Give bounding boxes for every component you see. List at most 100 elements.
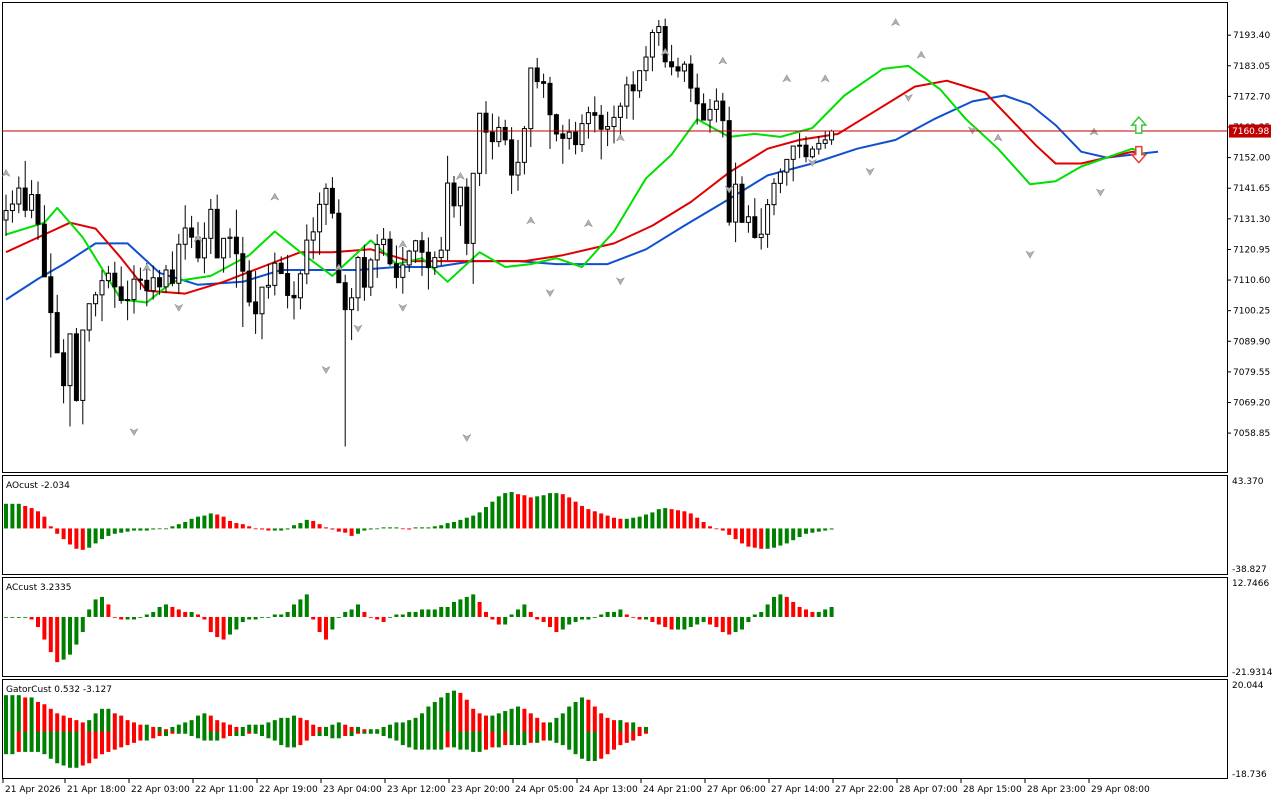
candle-body	[566, 131, 572, 139]
ac-bar	[458, 599, 463, 617]
ac-bar	[215, 616, 220, 638]
main-panel-frame	[2, 2, 1228, 473]
fractal-up-arrow	[993, 133, 1003, 142]
ao-bar	[189, 518, 194, 529]
ao-bar	[727, 528, 732, 535]
ac-bar	[586, 616, 591, 620]
ac-panel-frame	[2, 577, 1228, 677]
gator-indicator-panel[interactable]: GatorCust 0.532 -3.127 20.044 -18.736	[2, 679, 1268, 781]
gator-upper-bar	[317, 726, 322, 732]
ao-indicator-panel[interactable]: AOcust -2.034 43.370 -38.827	[2, 475, 1267, 576]
ao-bar	[343, 528, 348, 533]
ao-label: AOcust -2.034	[6, 481, 70, 491]
gator-lower-bar	[234, 731, 239, 737]
sell-signal-arrow	[1130, 145, 1148, 164]
current-price-badge	[1229, 124, 1271, 138]
ac-bar	[247, 616, 252, 620]
ao-bar	[228, 520, 232, 529]
ao-bar	[644, 514, 648, 529]
gator-lower-bar	[381, 731, 386, 737]
gator-upper-bar	[100, 708, 104, 732]
gator-lower-bar	[573, 731, 578, 755]
ao-bar	[375, 528, 380, 530]
candle-body	[451, 182, 457, 207]
ac-indicator-panel[interactable]: ACcust 3.2335 12.7466 -21.9314	[2, 577, 1273, 679]
gator-lower-bar	[74, 731, 79, 768]
candle-body	[131, 278, 137, 301]
gator-upper-bar	[80, 722, 85, 732]
ao-min-label: -38.827	[1232, 565, 1267, 575]
candle-body	[758, 233, 764, 238]
ac-bar	[631, 616, 636, 618]
gator-lower-bar	[93, 731, 98, 759]
fractal-down-arrow	[807, 158, 818, 167]
candle-body	[285, 273, 291, 296]
ao-bar	[119, 528, 124, 533]
ac-bar	[42, 616, 47, 640]
gator-upper-bar	[356, 726, 360, 732]
fractal-down-arrow	[615, 277, 626, 286]
gator-upper-bar	[618, 720, 623, 732]
gator-upper-bar	[48, 708, 53, 732]
time-tick-label: 24 Apr 13:00	[579, 785, 638, 795]
ao-bar	[196, 516, 200, 529]
gator-upper-bar	[324, 726, 328, 732]
price-tick-label: 7172.70	[1233, 92, 1270, 102]
ac-bar	[759, 611, 764, 617]
candle-body	[489, 131, 495, 143]
gator-upper-bar	[637, 726, 642, 732]
ac-bar	[605, 611, 610, 617]
ao-bar	[554, 493, 559, 529]
ao-bar	[317, 524, 322, 529]
gator-lower-bar	[240, 731, 245, 737]
ma-red-line	[5, 79, 1146, 295]
ac-bar	[560, 616, 565, 630]
gator-lower-bar	[61, 731, 66, 766]
candle-body	[387, 238, 393, 265]
ao-bar	[695, 517, 700, 529]
time-tick-label: 23 Apr 04:00	[323, 785, 382, 795]
main-price-panel[interactable]: 7193.407183.057172.707162.357152.007141.…	[1, 2, 1271, 473]
ao-bar	[349, 528, 354, 536]
gator-upper-bar	[119, 715, 124, 732]
gator-upper-bar	[490, 715, 495, 732]
ac-bar	[388, 616, 392, 618]
ac-bar	[87, 609, 92, 617]
ac-bar	[36, 616, 40, 628]
ao-bar	[68, 528, 72, 545]
gator-upper-bar	[10, 695, 15, 732]
ac-bar	[772, 596, 776, 617]
ac-bar	[644, 616, 648, 620]
candle-body	[214, 208, 220, 259]
ao-bar	[586, 509, 591, 529]
ao-bar	[720, 528, 725, 531]
ac-bar	[810, 611, 815, 617]
ac-bar	[407, 611, 412, 617]
ac-bar	[477, 601, 482, 617]
gator-lower-bar	[522, 731, 527, 746]
fractal-down-arrow	[545, 289, 555, 298]
ac-bar	[208, 616, 213, 633]
gator-lower-bar	[586, 731, 591, 761]
candle-body	[624, 84, 630, 107]
ac-bar	[650, 616, 655, 622]
gator-upper-bar	[535, 717, 540, 732]
ac-bar	[29, 616, 34, 620]
gator-lower-bar	[202, 731, 207, 741]
gator-lower-bar	[87, 731, 92, 764]
gator-upper-bar	[644, 726, 648, 732]
ao-bar	[445, 523, 450, 529]
ac-bar	[100, 596, 104, 617]
gator-upper-bar	[42, 704, 47, 732]
gator-lower-bar	[247, 731, 252, 734]
gator-upper-bar	[125, 720, 130, 732]
gator-upper-bar	[228, 724, 232, 732]
candle-body	[720, 100, 726, 122]
fractal-down-arrow	[129, 428, 139, 437]
gator-upper-bar	[16, 695, 21, 732]
ac-bar	[522, 604, 527, 617]
ac-bar	[144, 614, 149, 617]
ac-bar	[132, 616, 136, 620]
candle-body	[342, 282, 348, 311]
